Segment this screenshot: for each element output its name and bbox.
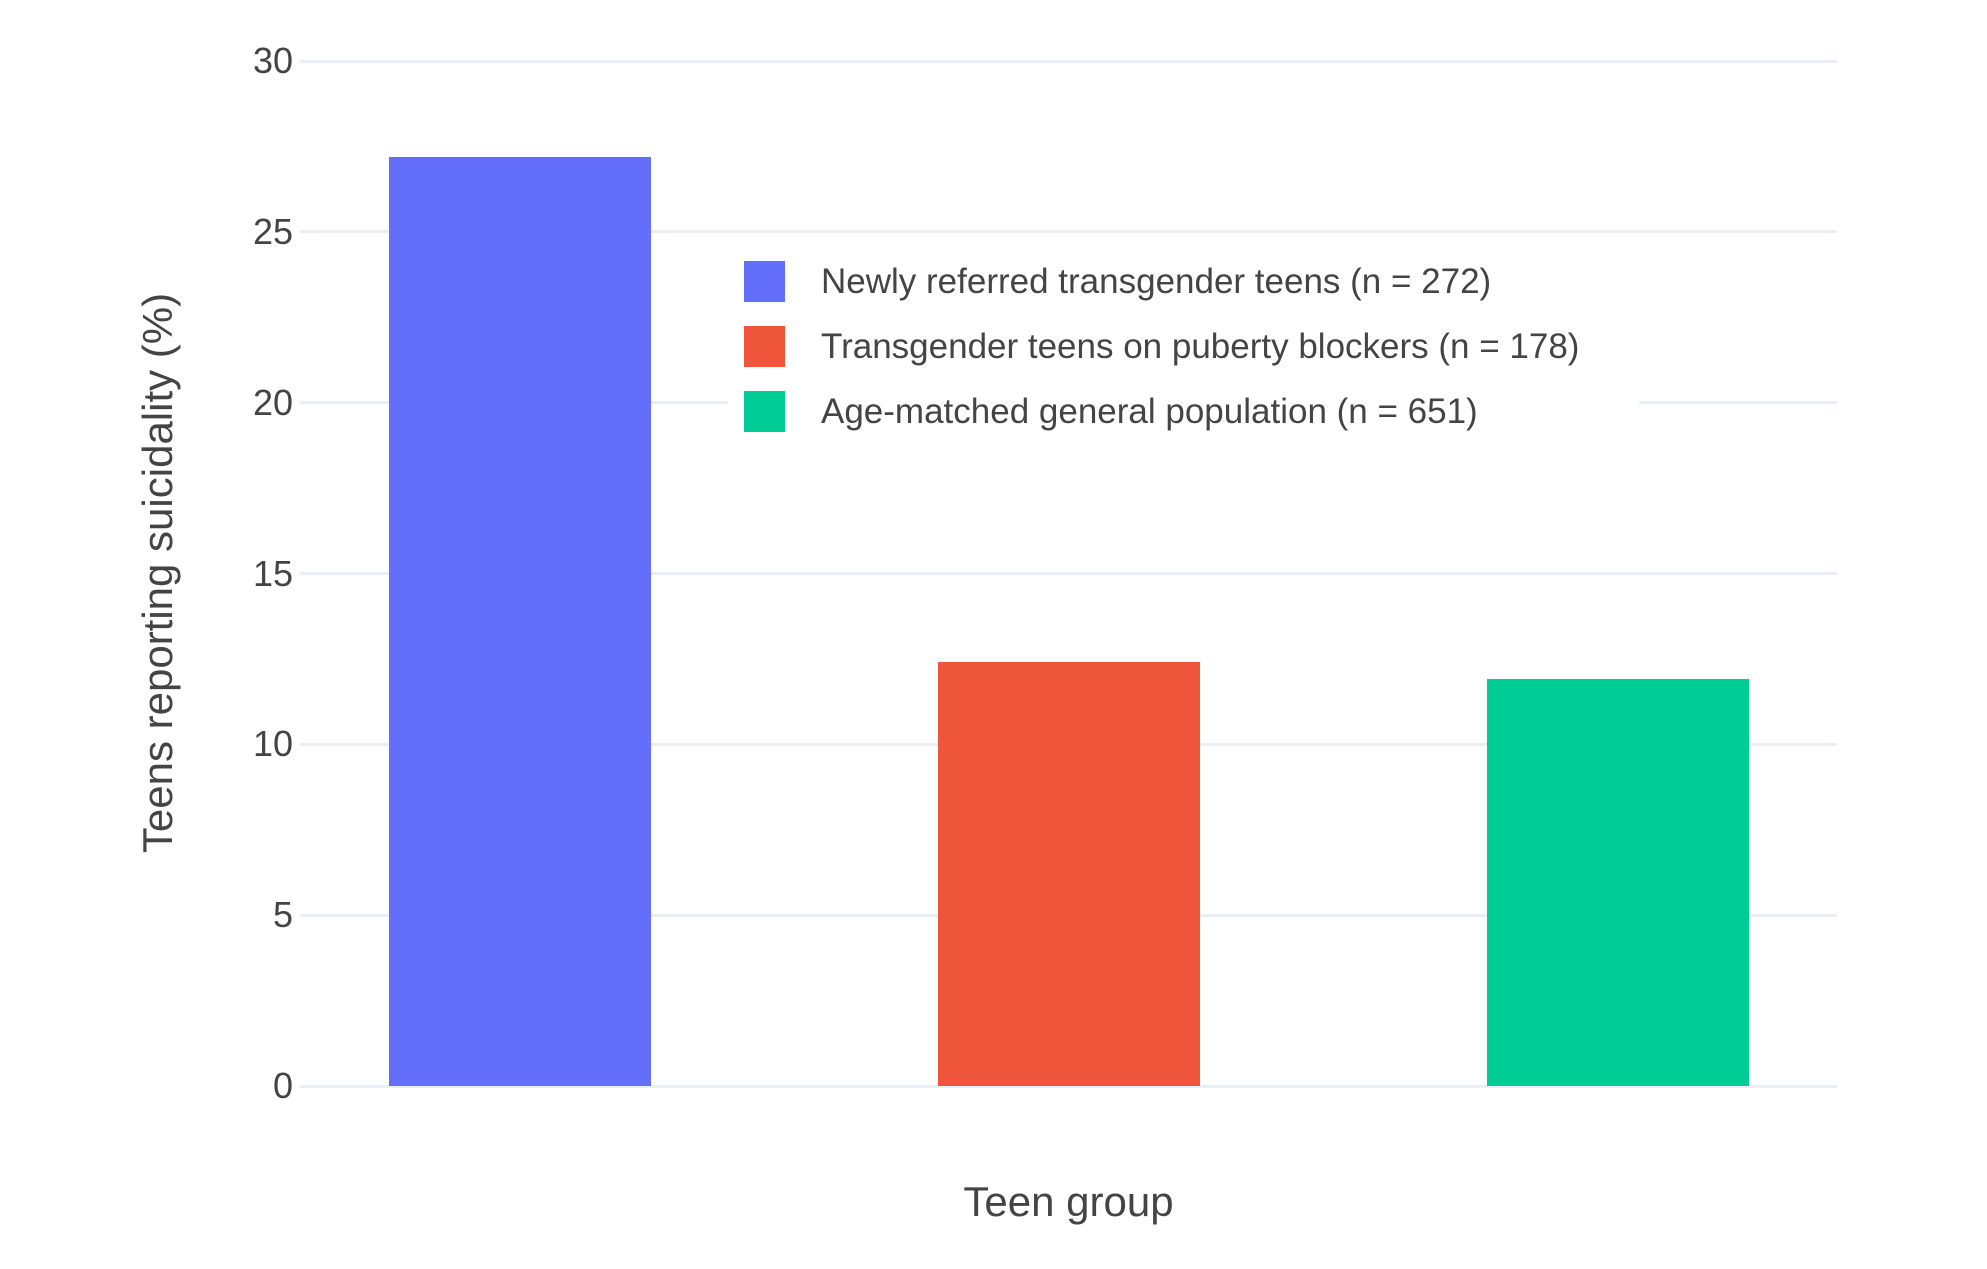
- gridline: [300, 1084, 1837, 1088]
- legend-item-label: Newly referred transgender teens (n = 27…: [821, 262, 1492, 301]
- legend-item-2[interactable]: Age-matched general population (n = 651): [744, 391, 1579, 432]
- plot-area: [300, 59, 1837, 1088]
- bar-1[interactable]: [937, 662, 1200, 1086]
- y-tick-label: 20: [252, 381, 293, 423]
- legend-swatch-icon: [744, 261, 785, 302]
- legend-item-label: Transgender teens on puberty blockers (n…: [821, 327, 1580, 366]
- legend-swatch-icon: [744, 326, 785, 367]
- legend-item-0[interactable]: Newly referred transgender teens (n = 27…: [744, 261, 1579, 302]
- gridline: [300, 230, 1837, 234]
- legend-item-label: Age-matched general population (n = 651): [821, 392, 1478, 431]
- legend: Newly referred transgender teens (n = 27…: [728, 248, 1640, 445]
- y-axis-tick-labels: 0 5 10 15 20 25 30: [0, 0, 293, 1269]
- y-tick-label: 10: [252, 723, 293, 765]
- y-tick-label: 25: [252, 210, 293, 252]
- y-tick-label: 15: [252, 552, 293, 594]
- legend-swatch-icon: [744, 391, 785, 432]
- y-tick-label: 0: [272, 1065, 293, 1106]
- y-tick-label: 30: [252, 40, 293, 81]
- legend-item-1[interactable]: Transgender teens on puberty blockers (n…: [744, 326, 1579, 367]
- gridline: [300, 572, 1837, 575]
- bar-0[interactable]: [388, 156, 651, 1086]
- bar-2[interactable]: [1486, 679, 1749, 1086]
- gridline: [300, 59, 1837, 63]
- x-axis-title: Teen group: [963, 1178, 1174, 1225]
- y-tick-label: 5: [272, 894, 293, 936]
